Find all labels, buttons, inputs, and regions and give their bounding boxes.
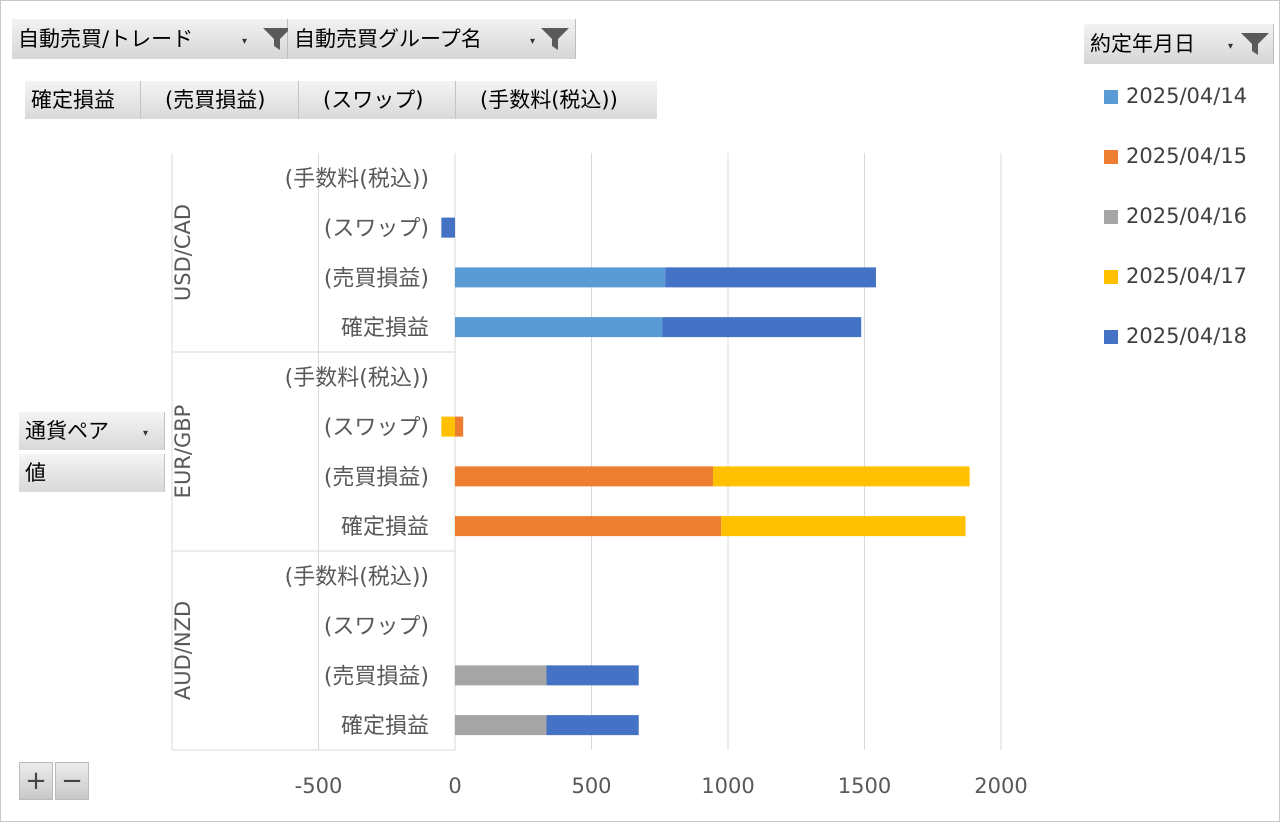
bar-segment (712, 466, 970, 487)
category-label: (手数料(税込)) (285, 167, 429, 192)
category-label: (手数料(税込)) (285, 565, 429, 590)
x-tick-label: -500 (295, 774, 343, 798)
legend-swatch (1104, 270, 1118, 284)
x-tick-label: 1500 (838, 774, 891, 798)
value-field-label: (売買損益) (165, 88, 266, 112)
x-tick-label: 0 (448, 774, 461, 798)
row-field-button-values[interactable]: 値 (19, 454, 165, 492)
filter-button-group-name[interactable]: 自動売買グループ名 ▾ (288, 19, 576, 59)
legend-field-button-trade-date[interactable]: 約定年月日 ▾ (1084, 24, 1274, 64)
category-label: 確定損益 (341, 515, 429, 540)
dropdown-arrow-icon[interactable]: ▾ (143, 428, 149, 439)
legend-swatch (1104, 330, 1118, 344)
legend-label: 2025/04/15 (1126, 144, 1248, 168)
filter-funnel-icon[interactable] (540, 27, 570, 51)
category-label: (手数料(税込)) (285, 366, 429, 391)
category-label: (売買損益) (324, 465, 429, 490)
row-field-label: 値 (25, 461, 46, 485)
value-field-button[interactable]: (スワップ) (299, 81, 456, 119)
bar-segment (546, 665, 639, 686)
expand-field-button[interactable]: + (19, 762, 53, 800)
legend-label: 2025/04/16 (1126, 204, 1248, 228)
collapse-field-button[interactable]: − (55, 762, 89, 800)
legend-swatch (1104, 150, 1118, 164)
category-label: 確定損益 (341, 714, 429, 739)
legend-swatch (1104, 90, 1118, 104)
filter-label: 自動売買/トレード (18, 27, 194, 51)
bar-segment (441, 416, 455, 437)
value-field-label: 確定損益 (31, 88, 115, 112)
filter-button-auto-trade[interactable]: 自動売買/トレード ▾ (12, 19, 291, 59)
legend-label: 2025/04/18 (1126, 324, 1248, 348)
x-tick-label: 1000 (701, 774, 754, 798)
legend-label: 2025/04/14 (1126, 84, 1248, 108)
category-label: 確定損益 (341, 316, 429, 341)
row-field-button-currency-pair[interactable]: 通貨ペア ▾ (19, 412, 165, 450)
dropdown-arrow-icon[interactable]: ▾ (1228, 41, 1234, 52)
bar-segment (665, 267, 876, 288)
value-field-button[interactable]: (売買損益) (141, 81, 299, 119)
category-label: (売買損益) (324, 266, 429, 291)
category-label: (スワップ) (324, 217, 429, 242)
filter-funnel-icon[interactable] (262, 27, 292, 51)
bar-segment (455, 665, 547, 686)
bar-segment (721, 516, 966, 537)
value-field-label: (スワップ) (323, 88, 424, 112)
dropdown-arrow-icon[interactable]: ▾ (530, 36, 536, 47)
x-tick-label: 500 (571, 774, 611, 798)
bar-segment (455, 267, 666, 288)
filter-funnel-icon[interactable] (1240, 32, 1270, 56)
row-field-label: 通貨ペア (25, 419, 109, 443)
group-label: AUD/NZD (171, 601, 195, 700)
category-label: (スワップ) (324, 615, 429, 640)
category-label: (売買損益) (324, 664, 429, 689)
legend-label: 2025/04/17 (1126, 264, 1248, 288)
group-label: EUR/GBP (171, 405, 195, 499)
bar-segment (546, 715, 639, 736)
value-field-button[interactable]: 確定損益 (25, 81, 141, 119)
dropdown-arrow-icon[interactable]: ▾ (242, 36, 248, 47)
bar-segment (455, 516, 722, 537)
x-tick-label: 2000 (974, 774, 1027, 798)
bar-segment (441, 217, 455, 238)
bar-segment (455, 466, 713, 487)
group-label: USD/CAD (171, 204, 195, 301)
bar-segment (662, 317, 862, 338)
bar-segment (455, 416, 464, 437)
value-field-label: (手数料(税込)) (480, 88, 618, 112)
value-field-button[interactable]: (手数料(税込)) (456, 81, 657, 119)
legend-swatch (1104, 210, 1118, 224)
bar-segment (455, 317, 663, 338)
bar-segment (455, 715, 547, 736)
category-label: (スワップ) (324, 416, 429, 441)
filter-label: 自動売買グループ名 (294, 27, 482, 51)
legend-field-label: 約定年月日 (1090, 32, 1195, 56)
